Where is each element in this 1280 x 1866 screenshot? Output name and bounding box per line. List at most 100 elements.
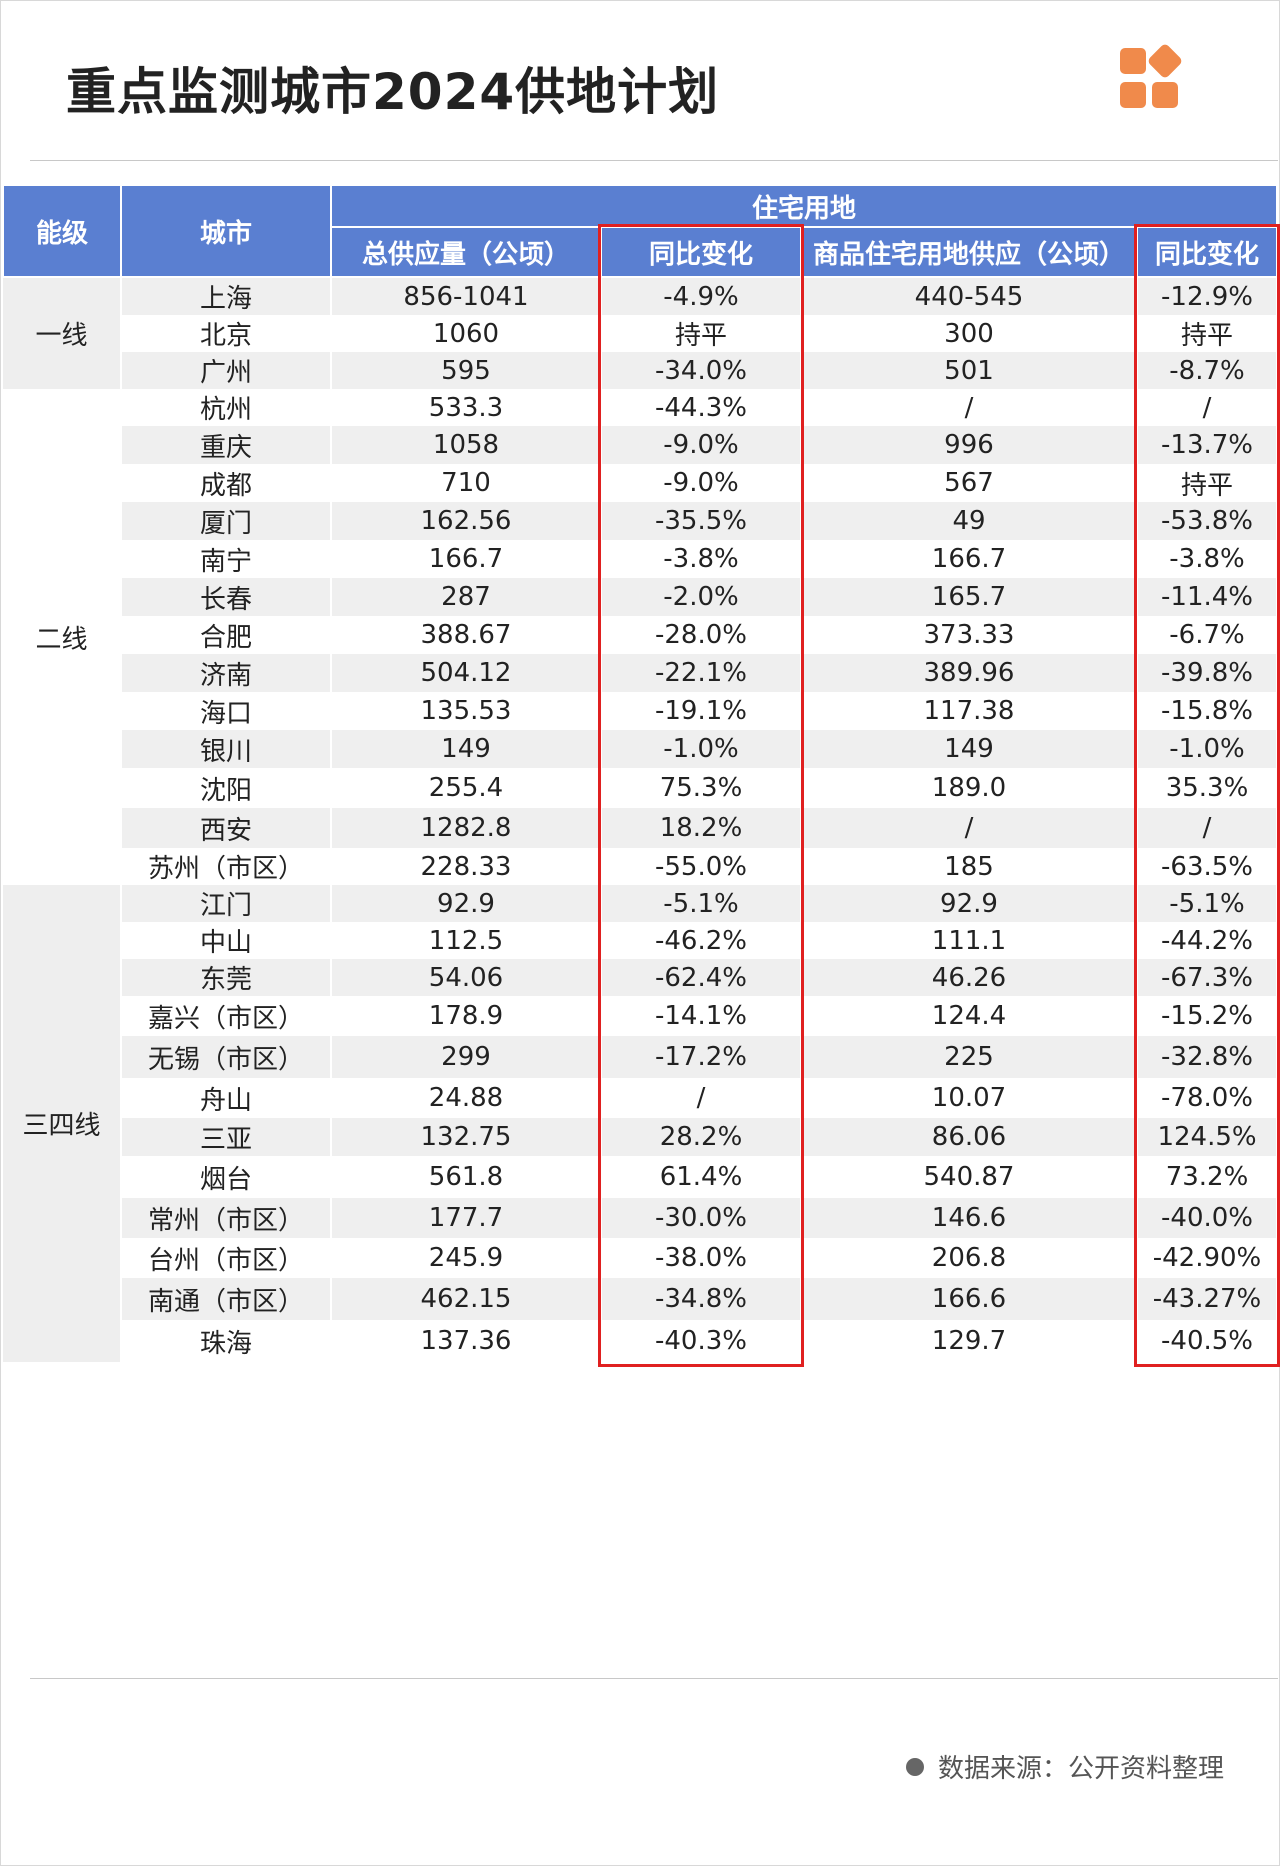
city-cell: 三亚 bbox=[121, 1118, 332, 1156]
city-cell: 中山 bbox=[121, 922, 332, 959]
yoy-total-cell: -28.0% bbox=[601, 616, 802, 654]
yoy-total-cell: -40.3% bbox=[601, 1320, 802, 1362]
total-supply-cell: 178.9 bbox=[331, 996, 602, 1036]
commercial-supply-cell: 49 bbox=[801, 502, 1138, 540]
yoy-commercial-cell: -11.4% bbox=[1137, 578, 1279, 616]
yoy-commercial-cell: -44.2% bbox=[1137, 922, 1279, 959]
table-row: 沈阳 255.4 75.3% 189.0 35.3% bbox=[3, 768, 1279, 808]
total-supply-cell: 149 bbox=[331, 730, 602, 768]
top-divider bbox=[30, 160, 1278, 161]
tier-cell: 一线 bbox=[3, 277, 122, 389]
yoy-total-cell: 28.2% bbox=[601, 1118, 802, 1156]
yoy-total-cell: -1.0% bbox=[601, 730, 802, 768]
header-residential-land: 住宅用地 bbox=[329, 184, 1279, 228]
yoy-total-cell: -22.1% bbox=[601, 654, 802, 692]
total-supply-cell: 137.36 bbox=[331, 1320, 602, 1362]
header-yoy-commercial: 同比变化 bbox=[1135, 226, 1279, 278]
commercial-supply-cell: / bbox=[801, 389, 1138, 426]
table-row: 南通（市区） 462.15 -34.8% 166.6 -43.27% bbox=[3, 1278, 1279, 1320]
header-commercial-supply: 商品住宅用地供应（公顷） bbox=[800, 226, 1138, 278]
total-supply-cell: 856-1041 bbox=[331, 277, 602, 315]
table-row: 济南 504.12 -22.1% 389.96 -39.8% bbox=[3, 654, 1279, 692]
table-row: 南宁 166.7 -3.8% 166.7 -3.8% bbox=[3, 540, 1279, 578]
commercial-supply-cell: 124.4 bbox=[801, 996, 1138, 1036]
table-row: 二线 杭州 533.3 -44.3% / / bbox=[3, 389, 1279, 885]
yoy-total-cell: 75.3% bbox=[601, 768, 802, 808]
city-cell: 常州（市区） bbox=[121, 1198, 332, 1238]
yoy-commercial-cell: -15.8% bbox=[1137, 692, 1279, 730]
highlight-box-yoy-commercial bbox=[1134, 224, 1280, 1367]
commercial-supply-cell: 146.6 bbox=[801, 1198, 1138, 1238]
yoy-commercial-cell: / bbox=[1137, 808, 1279, 848]
logo-icon bbox=[1120, 44, 1182, 108]
total-supply-cell: 504.12 bbox=[331, 654, 602, 692]
table-row: 长春 287 -2.0% 165.7 -11.4% bbox=[3, 578, 1279, 616]
yoy-commercial-cell: / bbox=[1137, 389, 1279, 426]
city-cell: 广州 bbox=[121, 352, 332, 389]
yoy-total-cell: -38.0% bbox=[601, 1238, 802, 1278]
city-cell: 南宁 bbox=[121, 540, 332, 578]
yoy-commercial-cell: -1.0% bbox=[1137, 730, 1279, 768]
commercial-supply-cell: 206.8 bbox=[801, 1238, 1138, 1278]
commercial-supply-cell: 165.7 bbox=[801, 578, 1138, 616]
table-row: 西安 1282.8 18.2% / / bbox=[3, 808, 1279, 848]
commercial-supply-cell: / bbox=[801, 808, 1138, 848]
total-supply-cell: 299 bbox=[331, 1036, 602, 1078]
header-total-supply: 总供应量（公顷） bbox=[330, 226, 602, 278]
commercial-supply-cell: 86.06 bbox=[801, 1118, 1138, 1156]
city-cell: 济南 bbox=[121, 654, 332, 692]
yoy-commercial-cell: -13.7% bbox=[1137, 426, 1279, 464]
commercial-supply-cell: 189.0 bbox=[801, 768, 1138, 808]
city-cell: 北京 bbox=[121, 315, 332, 352]
table-row: 常州（市区） 177.7 -30.0% 146.6 -40.0% bbox=[3, 1198, 1279, 1238]
city-cell: 舟山 bbox=[121, 1078, 332, 1118]
table-row: 银川 149 -1.0% 149 -1.0% bbox=[3, 730, 1279, 768]
city-cell: 嘉兴（市区） bbox=[121, 996, 332, 1036]
yoy-total-cell: -9.0% bbox=[601, 464, 802, 502]
tier-cell: 三四线 bbox=[3, 885, 122, 1362]
source-note: 数据来源：公开资料整理 bbox=[905, 1748, 1224, 1785]
city-cell: 无锡（市区） bbox=[121, 1036, 332, 1078]
total-supply-cell: 462.15 bbox=[331, 1278, 602, 1320]
commercial-supply-cell: 129.7 bbox=[801, 1320, 1138, 1362]
yoy-commercial-cell: -15.2% bbox=[1137, 996, 1279, 1036]
commercial-supply-cell: 185 bbox=[801, 848, 1138, 885]
total-supply-cell: 92.9 bbox=[331, 885, 602, 922]
yoy-commercial-cell: -6.7% bbox=[1137, 616, 1279, 654]
total-supply-cell: 533.3 bbox=[331, 389, 602, 426]
commercial-supply-cell: 166.7 bbox=[801, 540, 1138, 578]
table-row: 无锡（市区） 299 -17.2% 225 -32.8% bbox=[3, 1036, 1279, 1078]
commercial-supply-cell: 10.07 bbox=[801, 1078, 1138, 1118]
city-cell: 江门 bbox=[121, 885, 332, 922]
city-cell: 烟台 bbox=[121, 1156, 332, 1198]
yoy-total-cell: / bbox=[601, 1078, 802, 1118]
table-row: 珠海 137.36 -40.3% 129.7 -40.5% bbox=[3, 1320, 1279, 1362]
yoy-commercial-cell: 73.2% bbox=[1137, 1156, 1279, 1198]
total-supply-cell: 595 bbox=[331, 352, 602, 389]
yoy-total-cell: -9.0% bbox=[601, 426, 802, 464]
bullet-dot-icon bbox=[905, 1757, 924, 1776]
commercial-supply-cell: 111.1 bbox=[801, 922, 1138, 959]
total-supply-cell: 135.53 bbox=[331, 692, 602, 730]
yoy-commercial-cell: -5.1% bbox=[1137, 885, 1279, 922]
yoy-commercial-cell: 124.5% bbox=[1137, 1118, 1279, 1156]
table-row: 台州（市区） 245.9 -38.0% 206.8 -42.90% bbox=[3, 1238, 1279, 1278]
total-supply-cell: 561.8 bbox=[331, 1156, 602, 1198]
total-supply-cell: 162.56 bbox=[331, 502, 602, 540]
table-row: 重庆 1058 -9.0% 996 -13.7% bbox=[3, 426, 1279, 464]
total-supply-cell: 24.88 bbox=[331, 1078, 602, 1118]
yoy-commercial-cell: -63.5% bbox=[1137, 848, 1279, 885]
city-cell: 上海 bbox=[121, 277, 332, 315]
land-supply-table: 能级 城市 住宅用地 总供应量（公顷） 同比变化 商品住宅用地供应（公顷） 同比… bbox=[2, 184, 1279, 1362]
yoy-commercial-cell: 持平 bbox=[1137, 315, 1279, 352]
table-row: 成都 710 -9.0% 567 持平 bbox=[3, 464, 1279, 502]
table-row: 三亚 132.75 28.2% 86.06 124.5% bbox=[3, 1118, 1279, 1156]
commercial-supply-cell: 46.26 bbox=[801, 959, 1138, 996]
header-yoy-total: 同比变化 bbox=[600, 226, 802, 278]
city-cell: 南通（市区） bbox=[121, 1278, 332, 1320]
yoy-commercial-cell: -8.7% bbox=[1137, 352, 1279, 389]
city-cell: 成都 bbox=[121, 464, 332, 502]
source-text: 数据来源：公开资料整理 bbox=[937, 1754, 1224, 1784]
bottom-divider bbox=[30, 1678, 1278, 1679]
yoy-commercial-cell: -40.0% bbox=[1137, 1198, 1279, 1238]
